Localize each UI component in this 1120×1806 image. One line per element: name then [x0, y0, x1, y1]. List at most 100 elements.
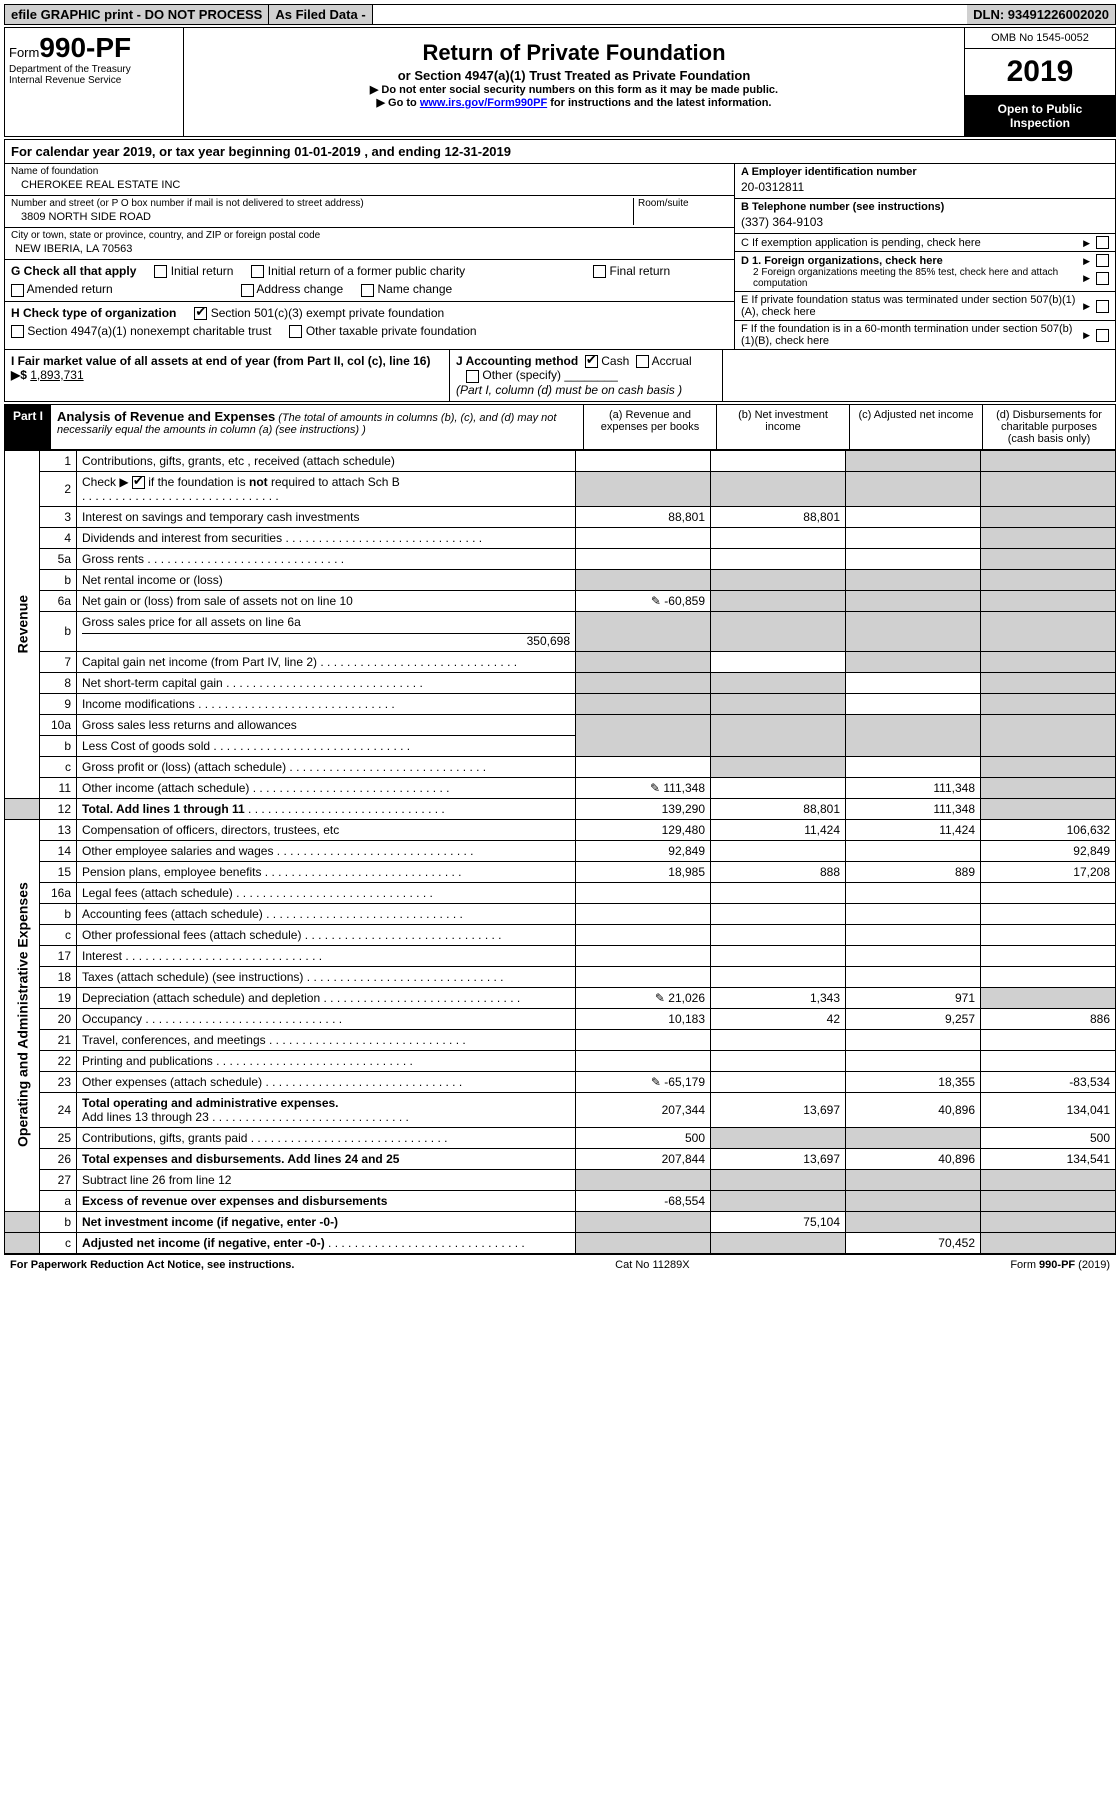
e-label: E If private foundation status was termi…	[741, 294, 1079, 318]
form-num: 990-PF	[39, 32, 131, 63]
cb-d1[interactable]	[1096, 254, 1109, 267]
footer-right: Form 990-PF (2019)	[1010, 1259, 1110, 1271]
attach-icon[interactable]: ✎	[651, 1075, 661, 1089]
row-23: Other expenses (attach schedule)	[77, 1071, 576, 1092]
row-5a: Gross rents	[77, 548, 576, 569]
cb-cash[interactable]	[585, 355, 598, 368]
phone: (337) 364-9103	[741, 213, 1109, 231]
cb-other-method[interactable]	[466, 370, 479, 383]
row-18: Taxes (attach schedule) (see instruction…	[77, 966, 576, 987]
row-6b: Gross sales price for all assets on line…	[77, 611, 576, 651]
attach-icon[interactable]: ✎	[651, 594, 661, 608]
title: Return of Private Foundation	[188, 40, 960, 66]
cb-initial-return[interactable]	[154, 265, 167, 278]
row-27: Subtract line 26 from line 12	[77, 1169, 576, 1190]
part1-table: Revenue 1 Contributions, gifts, grants, …	[4, 450, 1116, 1254]
row-4: Dividends and interest from securities	[77, 527, 576, 548]
row-24: Total operating and administrative expen…	[77, 1092, 576, 1127]
section-g: G Check all that apply Initial return In…	[5, 260, 734, 302]
cb-final-return[interactable]	[593, 265, 606, 278]
row-26: Total expenses and disbursements. Add li…	[77, 1148, 576, 1169]
row-9: Income modifications	[77, 693, 576, 714]
cb-d2[interactable]	[1096, 272, 1109, 285]
row-16a: Legal fees (attach schedule)	[77, 882, 576, 903]
row-3: Interest on savings and temporary cash i…	[77, 506, 576, 527]
as-filed-label: As Filed Data -	[269, 5, 372, 24]
d1-label: D 1. Foreign organizations, check here	[741, 255, 1079, 267]
cb-4947[interactable]	[11, 325, 24, 338]
b-label: B Telephone number (see instructions)	[741, 201, 1109, 213]
cb-initial-former[interactable]	[251, 265, 264, 278]
cb-accrual[interactable]	[636, 355, 649, 368]
arrow-icon	[1083, 237, 1092, 249]
cb-schb[interactable]	[132, 476, 145, 489]
row-15: Pension plans, employee benefits	[77, 861, 576, 882]
row-7: Capital gain net income (from Part IV, l…	[77, 651, 576, 672]
instruction-line-1: ▶ Do not enter social security numbers o…	[188, 83, 960, 96]
row-6a: Net gain or (loss) from sale of assets n…	[77, 590, 576, 611]
row-8: Net short-term capital gain	[77, 672, 576, 693]
tax-year: 2019	[965, 49, 1115, 96]
a-label: A Employer identification number	[741, 166, 1109, 178]
expenses-sidebar: Operating and Administrative Expenses	[5, 819, 40, 1211]
omb-number: OMB No 1545-0052	[965, 28, 1115, 49]
d2-label: 2 Foreign organizations meeting the 85% …	[753, 267, 1079, 289]
section-j: J Accounting method Cash Accrual Other (…	[450, 350, 723, 401]
col-a-header: (a) Revenue and expenses per books	[584, 405, 717, 449]
c-label: C If exemption application is pending, c…	[741, 237, 1079, 249]
name-label: Name of foundation	[11, 166, 728, 177]
form-number: Form990-PF	[9, 32, 179, 64]
arrow-icon	[1083, 300, 1092, 312]
dept-label: Department of the Treasury	[9, 64, 179, 75]
row-14: Other employee salaries and wages	[77, 840, 576, 861]
cb-f[interactable]	[1096, 329, 1109, 342]
cb-501c3[interactable]	[194, 307, 207, 320]
footer-left: For Paperwork Reduction Act Notice, see …	[10, 1259, 294, 1271]
row-17: Interest	[77, 945, 576, 966]
row-10c: Gross profit or (loss) (attach schedule)	[77, 756, 576, 777]
city-label: City or town, state or province, country…	[11, 230, 728, 241]
irs-label: Internal Revenue Service	[9, 75, 179, 86]
row-10a: Gross sales less returns and allowances	[77, 714, 576, 735]
goto-suffix: for instructions and the latest informat…	[547, 97, 771, 109]
row-19: Depreciation (attach schedule) and deple…	[77, 987, 576, 1008]
open-inspection: Open to Public Inspection	[965, 96, 1115, 136]
row-16b: Accounting fees (attach schedule)	[77, 903, 576, 924]
irs-link[interactable]: www.irs.gov/Form990PF	[420, 97, 547, 109]
foundation-name: CHEROKEE REAL ESTATE INC	[11, 177, 728, 193]
col-c-header: (c) Adjusted net income	[850, 405, 983, 449]
g-label: G Check all that apply	[11, 264, 136, 278]
attach-icon[interactable]: ✎	[655, 991, 665, 1005]
row-2: Check ▶ if the foundation is not require…	[77, 471, 576, 506]
dln-value: DLN: 93491226002020	[967, 5, 1115, 24]
cb-name-change[interactable]	[361, 284, 374, 297]
cb-address-change[interactable]	[241, 284, 254, 297]
part1-title: Analysis of Revenue and Expenses	[57, 409, 275, 424]
fmv-value: 1,893,731	[30, 368, 83, 382]
revenue-sidebar: Revenue	[5, 450, 40, 798]
row-27c: Adjusted net income (if negative, enter …	[77, 1232, 576, 1253]
footer: For Paperwork Reduction Act Notice, see …	[4, 1254, 1116, 1275]
arrow-icon	[1083, 255, 1092, 267]
row-5b: Net rental income or (loss)	[77, 569, 576, 590]
row-21: Travel, conferences, and meetings	[77, 1029, 576, 1050]
row-20: Occupancy	[77, 1008, 576, 1029]
cb-amended[interactable]	[11, 284, 24, 297]
attach-icon[interactable]: ✎	[650, 781, 660, 795]
section-h: H Check type of organization Section 501…	[5, 302, 734, 343]
h-label: H Check type of organization	[11, 306, 176, 320]
cb-other-tax[interactable]	[289, 325, 302, 338]
part1-tag: Part I	[5, 405, 51, 449]
city: NEW IBERIA, LA 70563	[11, 241, 728, 257]
goto-prefix: ▶ Go to	[377, 97, 420, 109]
subtitle: or Section 4947(a)(1) Trust Treated as P…	[188, 68, 960, 83]
address: 3809 NORTH SIDE ROAD	[11, 209, 633, 225]
row-22: Printing and publications	[77, 1050, 576, 1071]
cb-e[interactable]	[1096, 300, 1109, 313]
row-13: Compensation of officers, directors, tru…	[77, 819, 576, 840]
efile-notice: efile GRAPHIC print - DO NOT PROCESS	[5, 5, 269, 24]
header-band: Form990-PF Department of the Treasury In…	[4, 27, 1116, 137]
arrow-icon	[1083, 329, 1092, 341]
cb-c[interactable]	[1096, 236, 1109, 249]
row-25: Contributions, gifts, grants paid	[77, 1127, 576, 1148]
